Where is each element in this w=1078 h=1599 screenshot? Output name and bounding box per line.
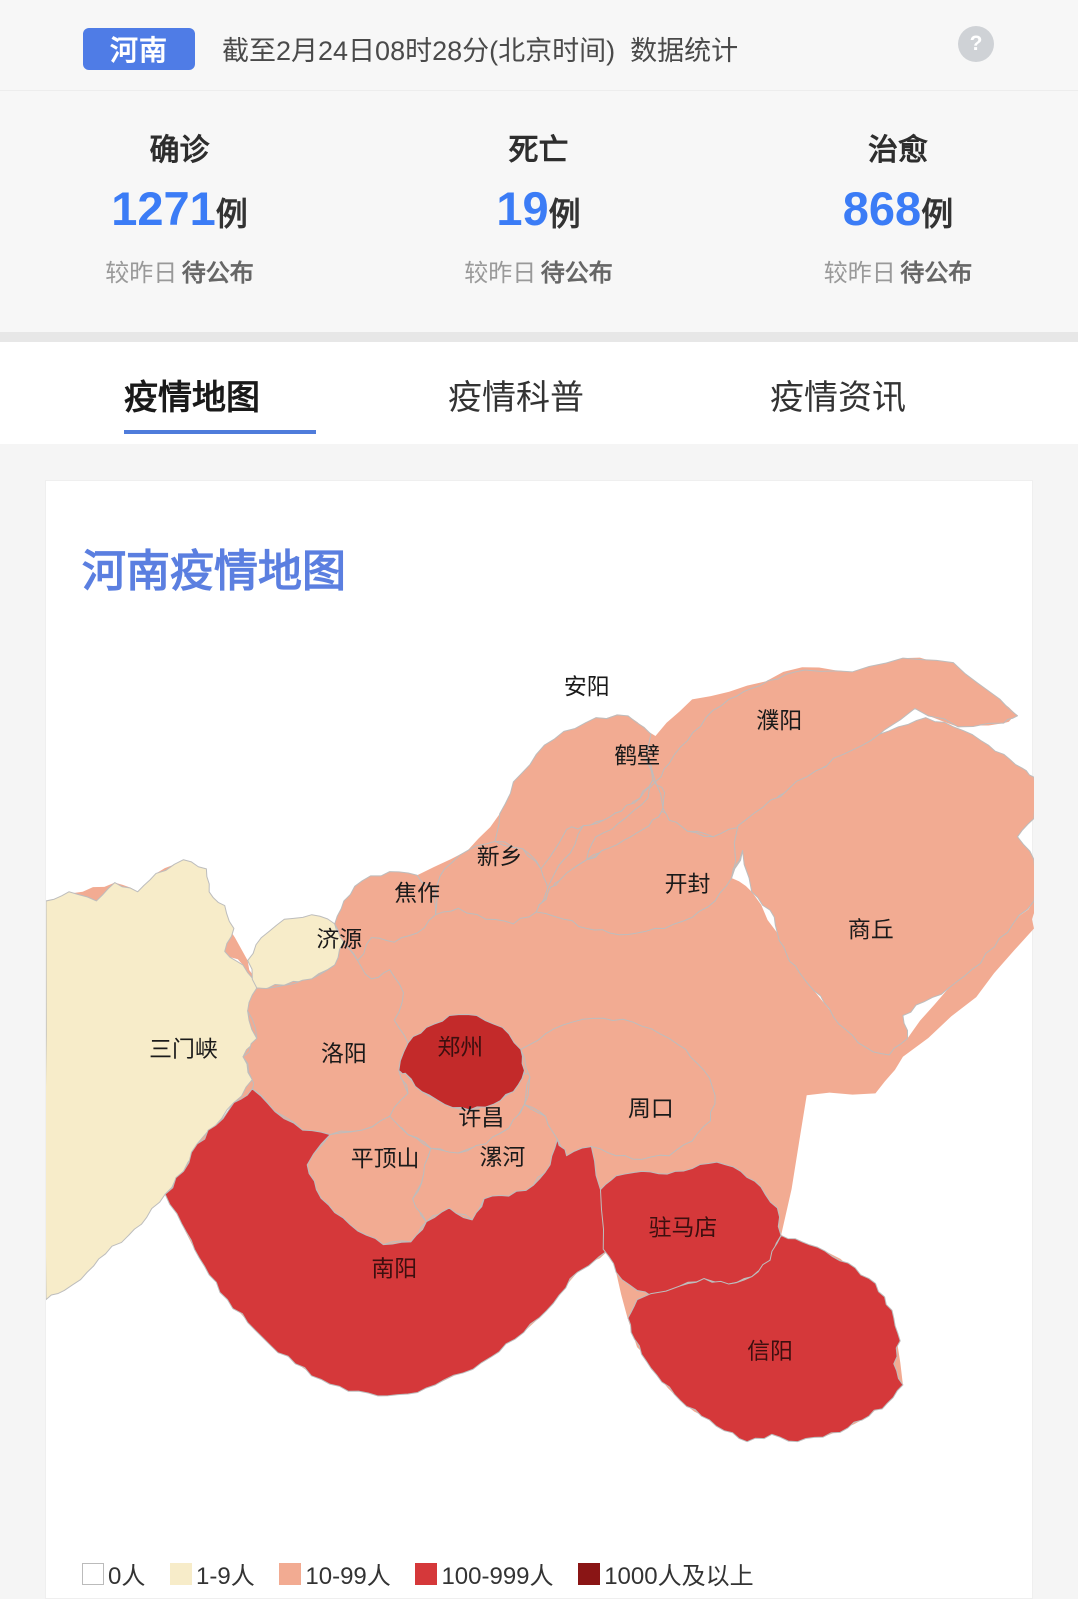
svg-text:平顶山: 平顶山: [351, 1146, 420, 1172]
svg-text:济源: 济源: [316, 926, 362, 952]
svg-text:三门峡: 三门峡: [149, 1036, 218, 1062]
svg-text:鹤壁: 鹤壁: [614, 742, 660, 768]
svg-text:郑州: 郑州: [437, 1034, 483, 1060]
svg-text:商丘: 商丘: [848, 917, 894, 943]
svg-text:洛阳: 洛阳: [321, 1040, 367, 1066]
svg-text:新乡: 新乡: [477, 843, 523, 869]
svg-text:开封: 开封: [665, 871, 711, 897]
svg-text:焦作: 焦作: [394, 880, 440, 906]
svg-text:安阳: 安阳: [564, 674, 610, 700]
svg-text:南阳: 南阳: [371, 1256, 417, 1282]
svg-text:漯河: 漯河: [480, 1144, 526, 1170]
svg-text:信阳: 信阳: [747, 1338, 793, 1364]
svg-text:周口: 周口: [628, 1095, 674, 1121]
svg-text:许昌: 许昌: [458, 1104, 504, 1130]
svg-text:驻马店: 驻马店: [649, 1214, 718, 1240]
svg-text:濮阳: 濮阳: [756, 708, 802, 734]
